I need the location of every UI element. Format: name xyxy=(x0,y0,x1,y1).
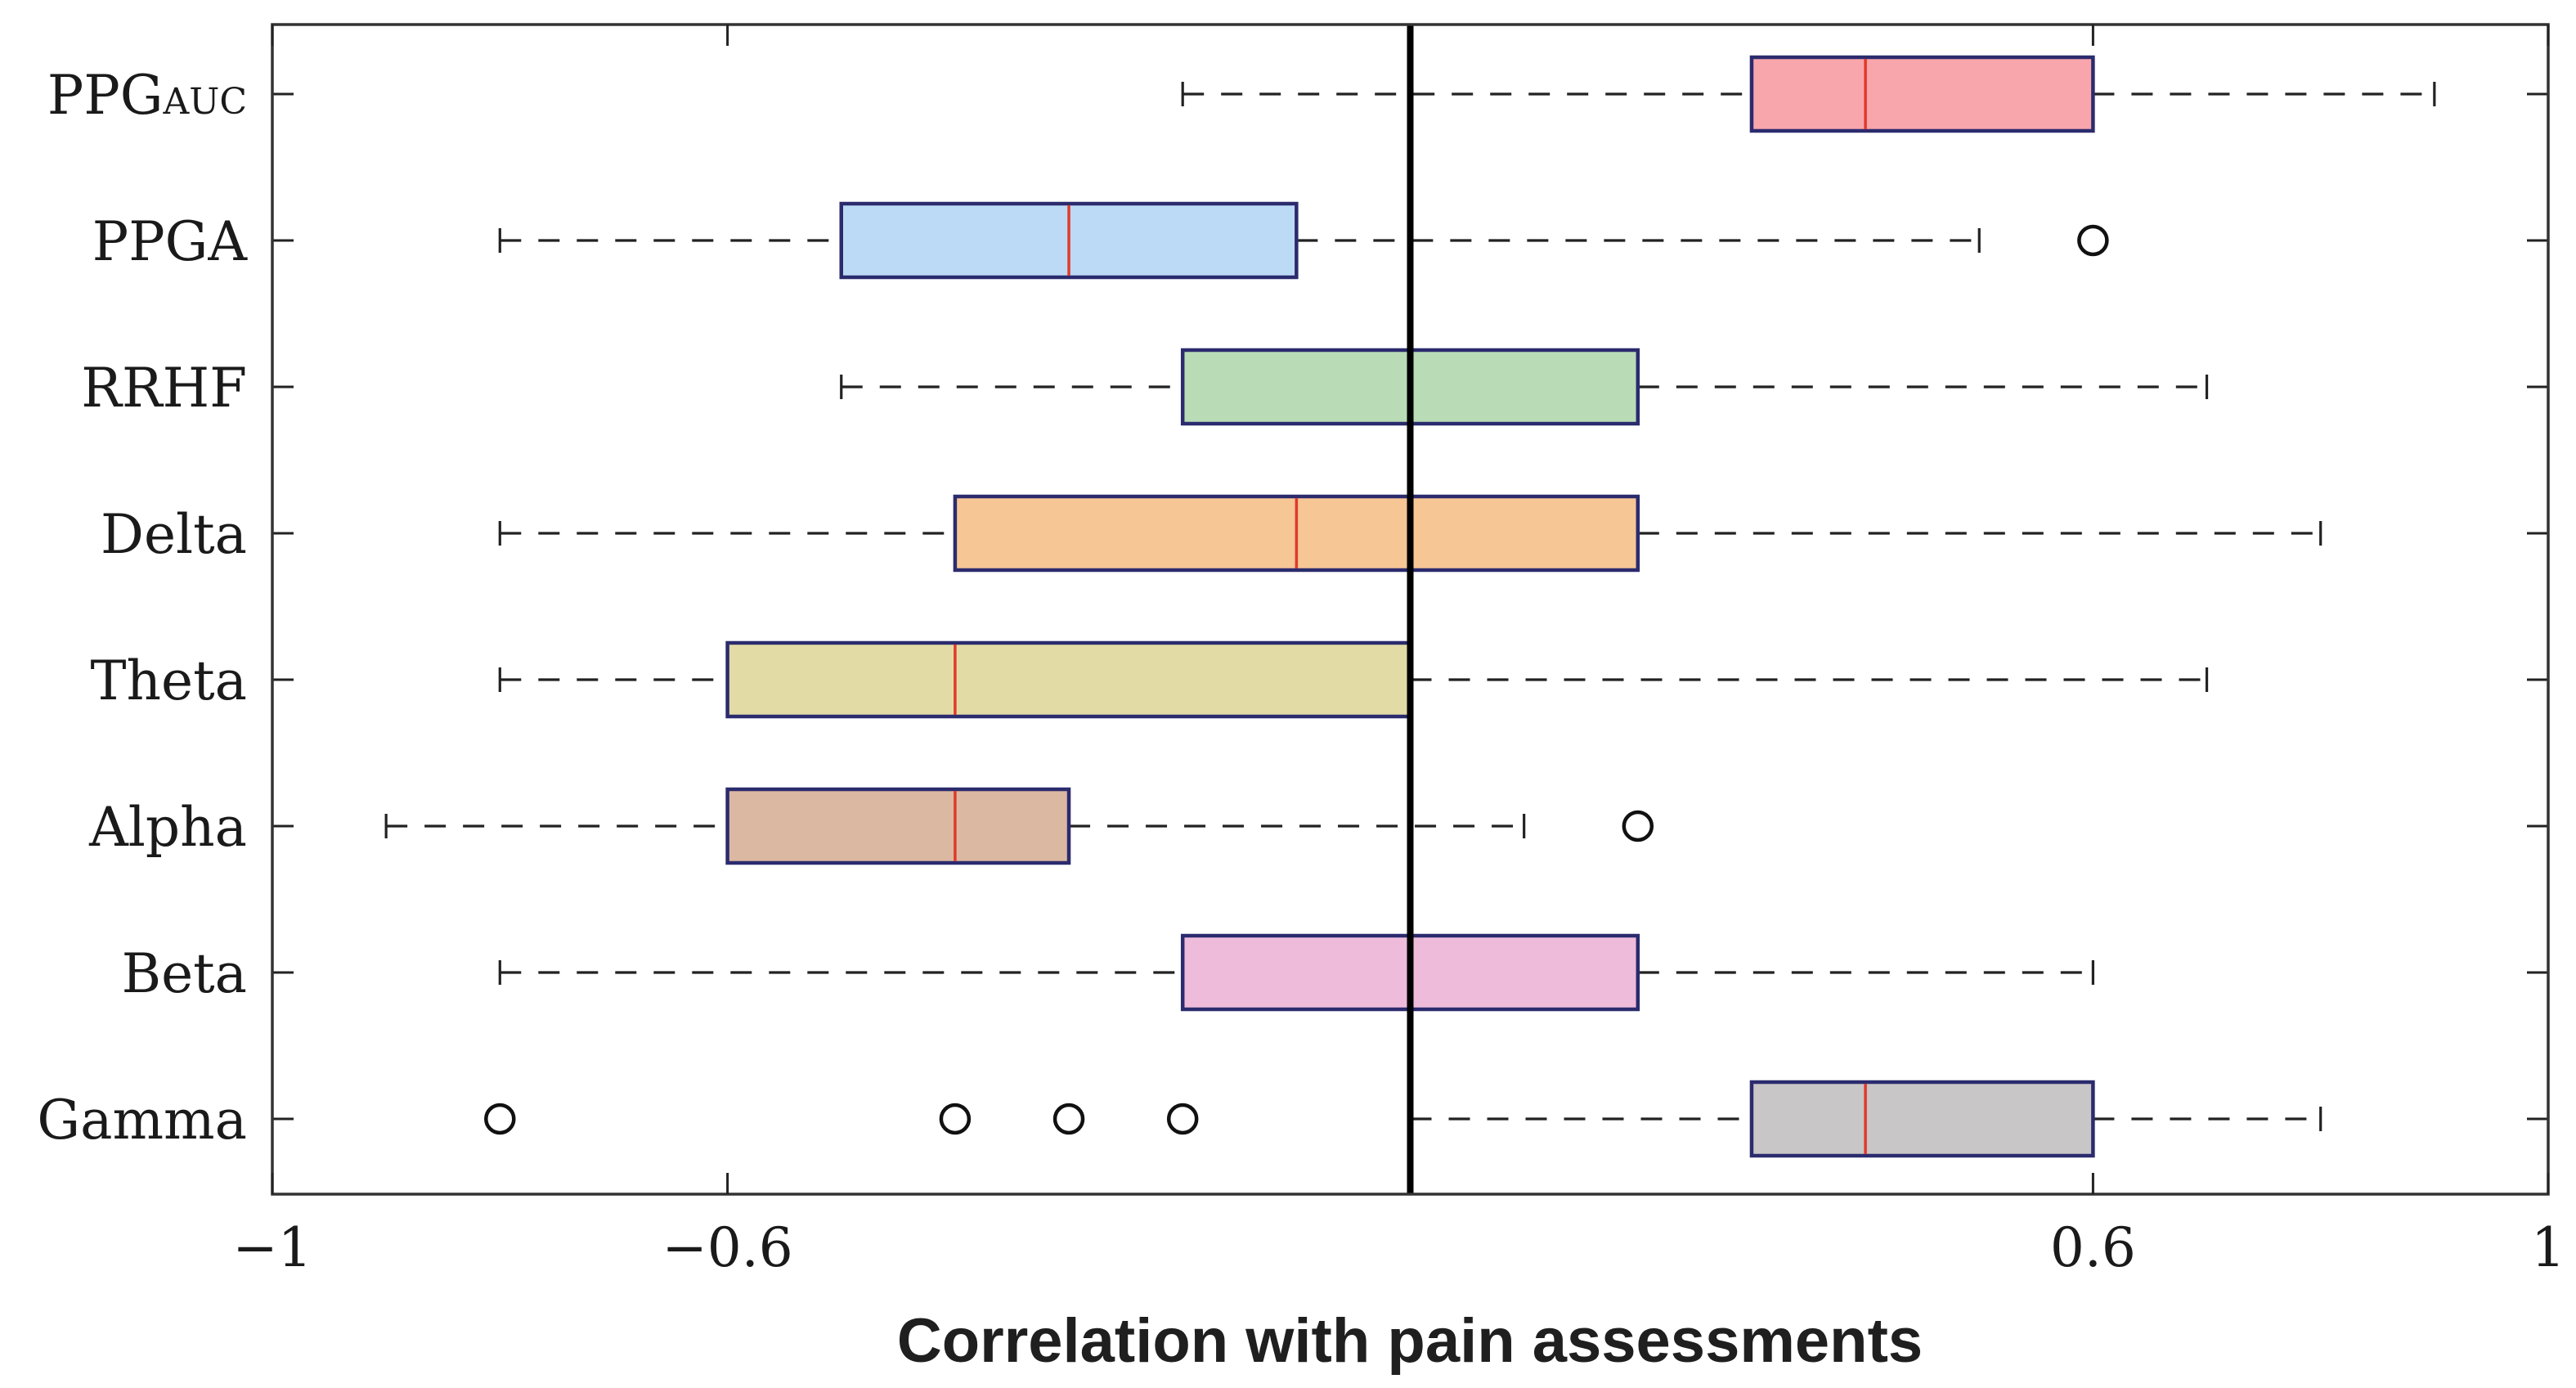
x-tick-label: 1 xyxy=(2531,1216,2565,1279)
x-tick-label: −0.6 xyxy=(662,1216,792,1279)
outlier-point xyxy=(1052,1103,1085,1135)
x-tick-label: −1 xyxy=(232,1216,312,1279)
category-label: PPGA xyxy=(92,210,249,273)
box-iqr xyxy=(725,787,1071,865)
outlier-point xyxy=(1622,810,1654,842)
box-group-ppga xyxy=(498,201,2109,280)
box-group-theta xyxy=(498,640,2209,719)
box-iqr xyxy=(725,640,1412,719)
outlier-point xyxy=(484,1103,516,1135)
x-axis-title: Correlation with pain assessments xyxy=(897,1306,1923,1376)
category-label: Gamma xyxy=(37,1089,247,1152)
box-iqr xyxy=(1749,1080,2095,1158)
category-label: Alpha xyxy=(88,796,247,859)
axes-layer: PPGAUC PPGA RRHF Delta Theta Alpha Beta Gamma −1… xyxy=(37,23,2565,1279)
box-group-gamma xyxy=(484,1080,2322,1158)
category-label: Delta xyxy=(101,503,247,566)
plot-frame xyxy=(271,23,2550,1196)
box-iqr xyxy=(1749,55,2095,133)
box-group-delta xyxy=(498,494,2322,573)
outlier-point xyxy=(939,1103,972,1135)
outlier-point xyxy=(1166,1103,1199,1135)
category-label: PPGAUC xyxy=(47,64,247,127)
category-label: Beta xyxy=(122,942,247,1005)
category-label: Theta xyxy=(91,649,247,712)
box-group-ppg-auc xyxy=(1181,55,2436,133)
box-group-alpha xyxy=(384,787,1654,865)
x-tick-label: 0.6 xyxy=(2050,1216,2136,1279)
outlier-point xyxy=(2077,224,2109,257)
category-label: RRHF xyxy=(81,357,247,420)
